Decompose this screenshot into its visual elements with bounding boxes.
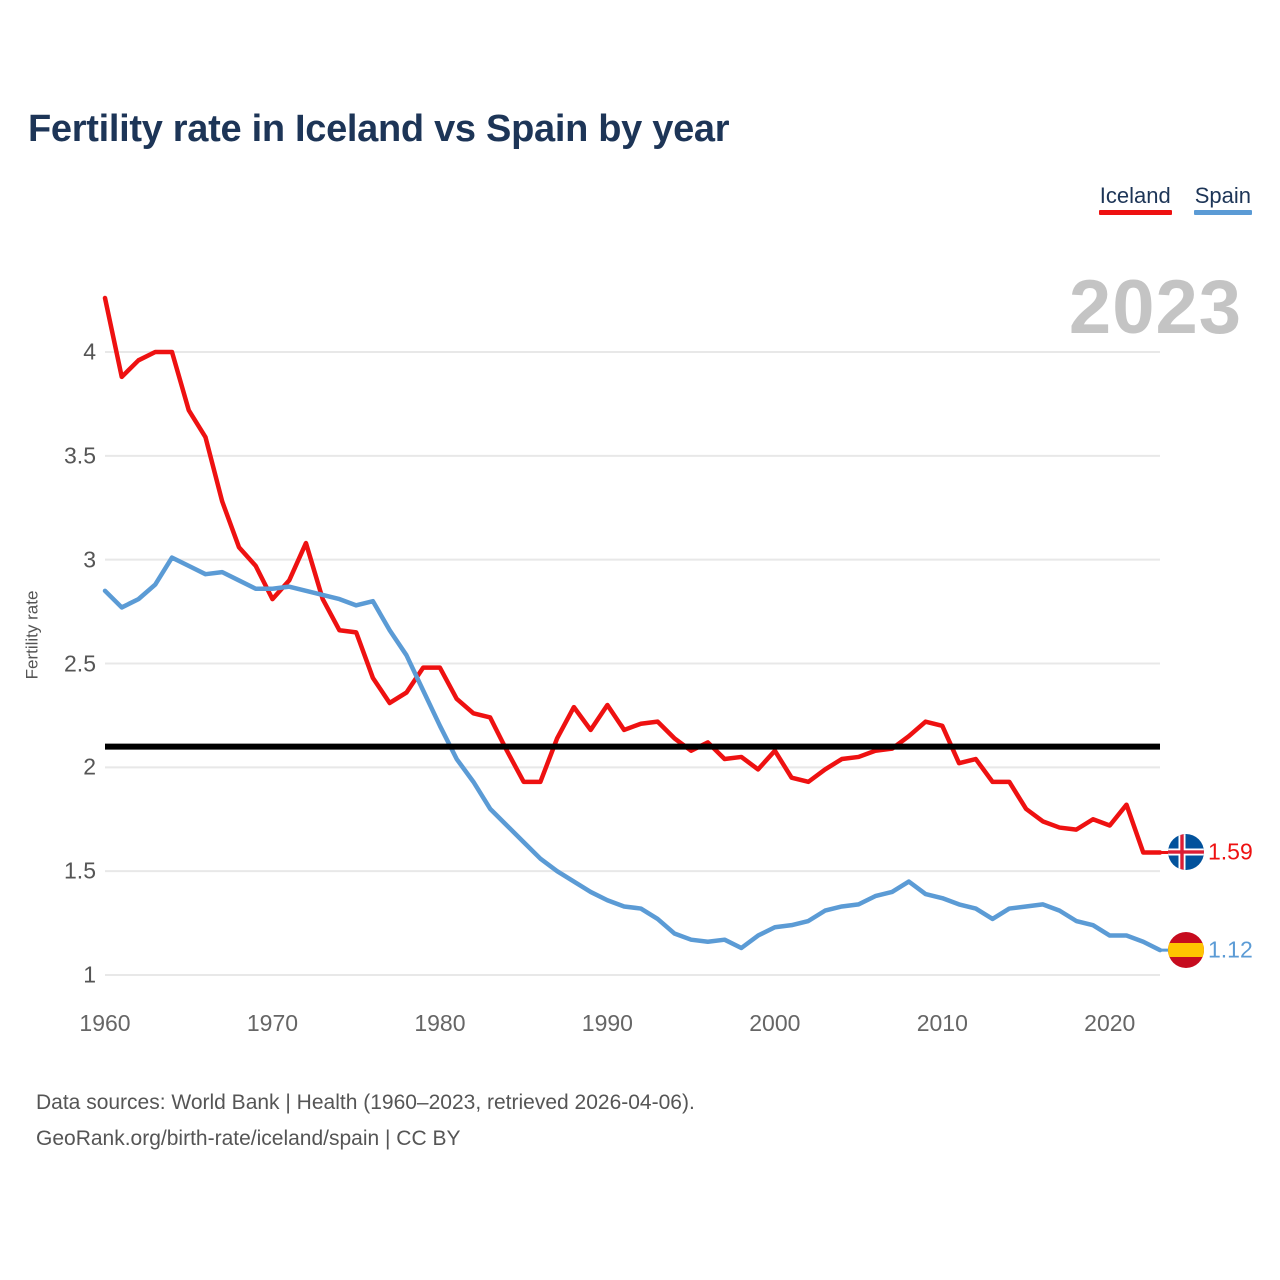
x-axis-tick-label: 2000	[749, 1010, 801, 1036]
spain-flag-icon	[1168, 932, 1204, 969]
x-axis-tick-label: 2010	[916, 1010, 968, 1036]
footer-note: Data sources: World Bank | Health (1960–…	[36, 1085, 695, 1157]
y-axis-tick-label: 2	[83, 753, 96, 780]
legend-label-iceland: Iceland	[1099, 183, 1171, 208]
x-axis-tick-label: 2020	[1084, 1010, 1136, 1036]
x-axis-tick-label: 1970	[246, 1010, 299, 1036]
page-title: Fertility rate in Iceland vs Spain by ye…	[28, 108, 730, 150]
y-axis-tick-label: 1	[83, 961, 96, 988]
legend-item-iceland[interactable]: Iceland	[1098, 183, 1172, 216]
series-lines	[102, 295, 1178, 953]
x-axis-tick-label: 1960	[79, 1010, 131, 1036]
legend-label-spain: Spain	[1194, 183, 1251, 208]
footer-line-1: Data sources: World Bank | Health (1960–…	[36, 1091, 695, 1114]
y-axis-tick-label: 1.5	[64, 857, 96, 884]
end-value-spain: 1.12	[1208, 936, 1253, 963]
iceland-flag-icon	[1168, 834, 1204, 871]
x-axis-tick-label: 1980	[414, 1010, 466, 1036]
end-value-iceland: 1.59	[1208, 838, 1253, 865]
series-line-spain[interactable]	[102, 555, 1163, 953]
series-line-iceland[interactable]	[102, 295, 1163, 855]
y-axis-tick-label: 3	[83, 546, 96, 573]
year-watermark: 2023	[1068, 265, 1242, 350]
chart-legend: Iceland Spain	[1098, 183, 1252, 216]
legend-swatch-spain	[1193, 210, 1252, 216]
legend-item-spain[interactable]: Spain	[1193, 183, 1252, 216]
y-axis-tick-label: 3.5	[64, 442, 96, 469]
y-axis-tick-label: 4	[83, 338, 96, 365]
gridlines	[105, 351, 1160, 976]
legend-swatch-iceland	[1098, 210, 1172, 216]
y-axis-tick-label: 2.5	[64, 650, 96, 676]
footer-line-2: GeoRank.org/birth-rate/iceland/spain | C…	[36, 1127, 461, 1151]
x-axis-tick-label: 1990	[581, 1010, 633, 1036]
